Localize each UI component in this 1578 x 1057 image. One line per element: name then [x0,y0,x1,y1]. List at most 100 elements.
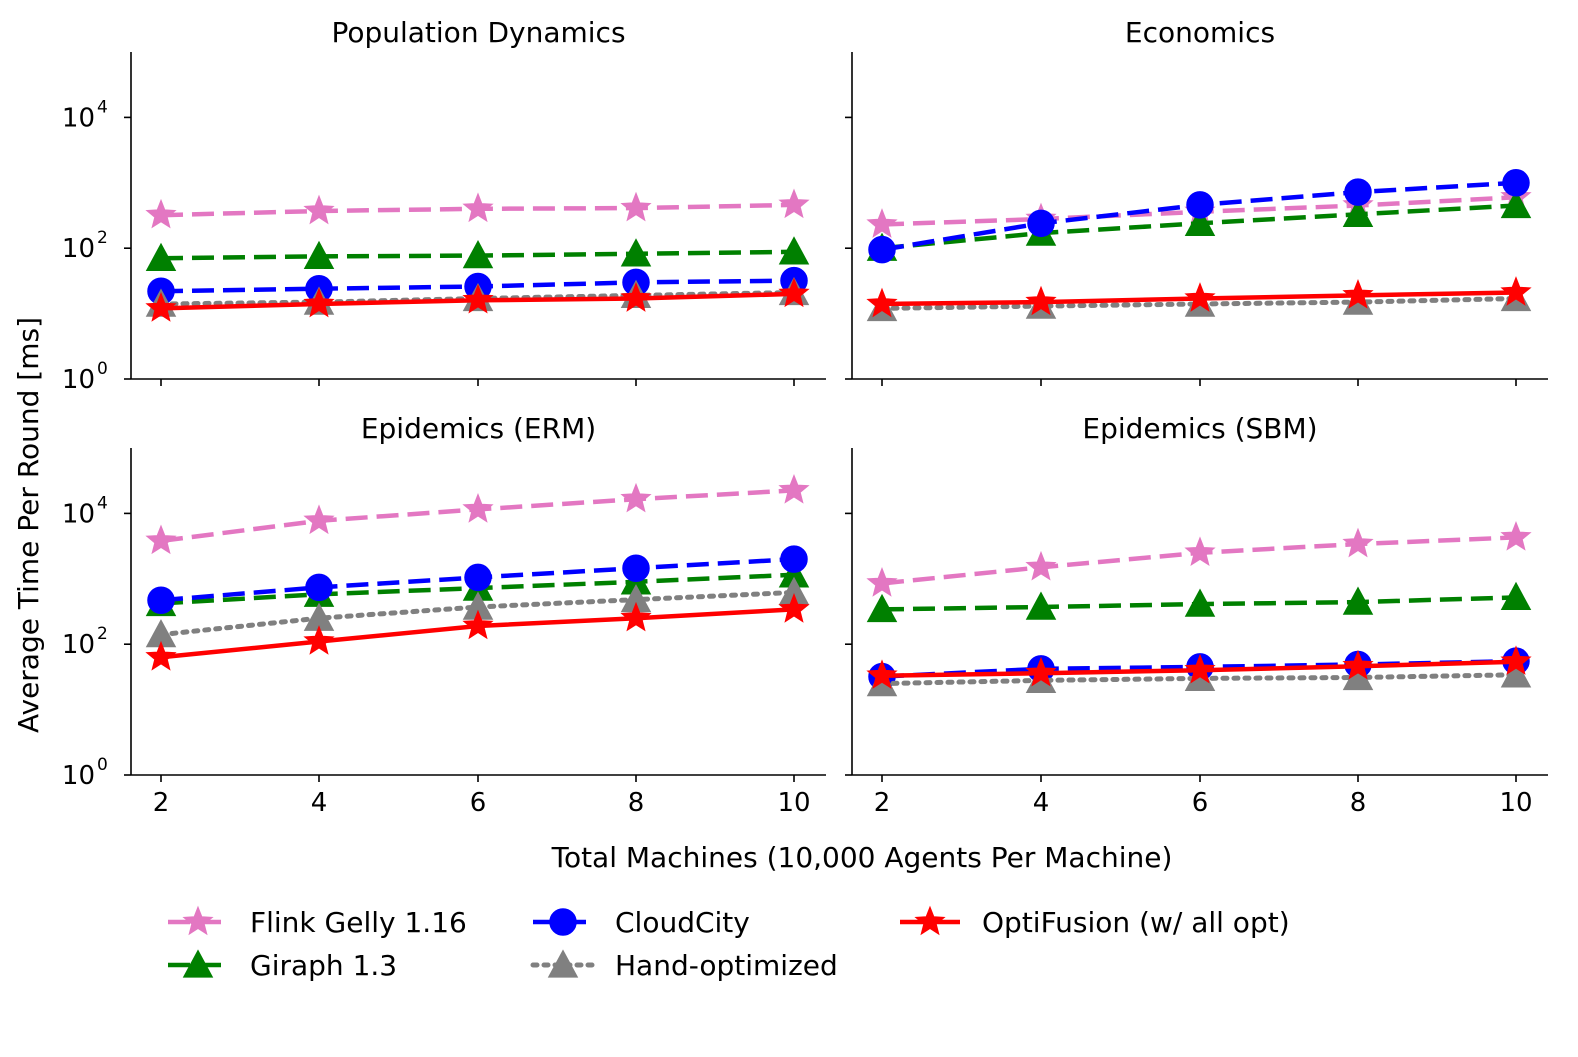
x-tick-label: 10 [1499,788,1532,818]
series-optifusion-w-all-opt [145,277,810,322]
data-point [462,283,494,314]
panel-title: Epidemics (ERM) [361,412,596,445]
data-point [147,586,175,614]
series-flink-gelly-1-16 [866,521,1532,597]
y-tick-label: 10 [62,365,95,395]
data-point [303,625,335,655]
legend-label: OptiFusion (w/ all opt) [982,906,1290,939]
panel-epidemics-erm: Epidemics (ERM)10 010 210 42 4 6 8 10 [62,412,826,818]
data-point [145,198,177,229]
data-point [462,609,494,640]
series-cloudcity [868,169,1530,264]
y-tick-exponent: 0 [97,755,108,775]
panel-title: Economics [1125,16,1275,49]
series-giraph-1-3 [145,236,810,271]
data-point [145,640,177,671]
series-optifusion-w-all-opt [866,645,1532,689]
y-tick-label: 10 [62,103,95,133]
legend-swatch-marker [182,905,214,936]
data-point [866,287,898,318]
panel-title: Population Dynamics [331,16,625,49]
legend-item-hand-optimized: Hand-optimized [530,949,838,982]
legend-label: Flink Gelly 1.16 [250,906,467,939]
y-tick-exponent: 2 [97,228,108,248]
y-tick-label: 10 [62,499,95,529]
data-point [303,504,335,535]
data-point [868,235,896,264]
series-flink-gelly-1-16 [145,188,810,229]
data-point [866,208,898,238]
data-point [462,493,494,523]
data-point [1342,279,1374,309]
x-tick-label: 6 [470,788,487,818]
data-point [778,188,810,219]
data-point [866,567,898,597]
x-tick-label: 8 [628,788,645,818]
data-point [620,238,652,267]
legend-item-flink-gelly-1-16: Flink Gelly 1.16 [168,905,467,939]
data-point [1500,276,1532,306]
data-point [1344,178,1372,206]
x-axis-label: Total Machines (10,000 Agents Per Machin… [551,841,1173,874]
y-tick-label: 10 [62,761,95,791]
x-tick-label: 4 [1033,788,1050,818]
data-point [462,240,494,269]
data-point [622,554,650,582]
data-point [1502,169,1530,197]
y-tick-exponent: 4 [97,97,108,117]
x-tick-label: 10 [777,788,810,818]
y-tick-exponent: 0 [97,359,108,379]
data-point [145,524,177,555]
data-point [1184,588,1216,617]
legend-label: Giraph 1.3 [250,949,397,982]
data-point [866,659,898,689]
data-point [780,545,808,573]
data-point [1500,581,1532,611]
data-point [1342,198,1374,227]
legend-label: CloudCity [615,906,750,939]
data-point [620,601,652,632]
data-point [866,593,898,623]
y-tick-label: 10 [62,630,95,660]
data-point [1342,527,1374,558]
data-point [778,474,810,504]
x-tick-label: 2 [874,788,891,818]
x-tick-label: 6 [1192,788,1209,818]
series-optifusion-w-all-opt [145,593,810,671]
legend-swatch-marker [547,949,579,978]
panel-epidemics-sbm: Epidemics (SBM) 2 4 6 8 10 [845,412,1548,818]
data-point [1184,536,1216,567]
data-point [620,482,652,513]
data-point [620,282,652,312]
data-point [1500,645,1532,675]
data-point [1342,649,1374,680]
data-point [1025,591,1057,620]
data-point [145,292,177,322]
data-point [1186,191,1214,219]
y-tick-exponent: 2 [97,624,108,644]
data-point [1027,209,1055,238]
data-point [778,277,810,308]
data-point [303,240,335,270]
data-point [1184,282,1216,312]
legend-swatch-marker [549,908,577,936]
legend-label: Hand-optimized [615,949,838,982]
data-point [1184,207,1216,236]
data-point [464,563,492,592]
data-point [620,191,652,222]
data-point [1500,659,1532,688]
y-axis-label: Average Time Per Round [ms] [12,317,45,733]
y-tick-label: 10 [62,234,95,264]
data-point [303,287,335,318]
data-point [1025,656,1057,687]
legend-item-giraph-1-3: Giraph 1.3 [168,949,397,982]
data-point [462,192,494,223]
data-point [303,194,335,225]
legend: Flink Gelly 1.16 Giraph 1.3 CloudCity Hand-… [168,905,1290,982]
data-point [778,593,810,623]
panel-title: Epidemics (SBM) [1082,412,1317,445]
data-point [778,236,810,265]
